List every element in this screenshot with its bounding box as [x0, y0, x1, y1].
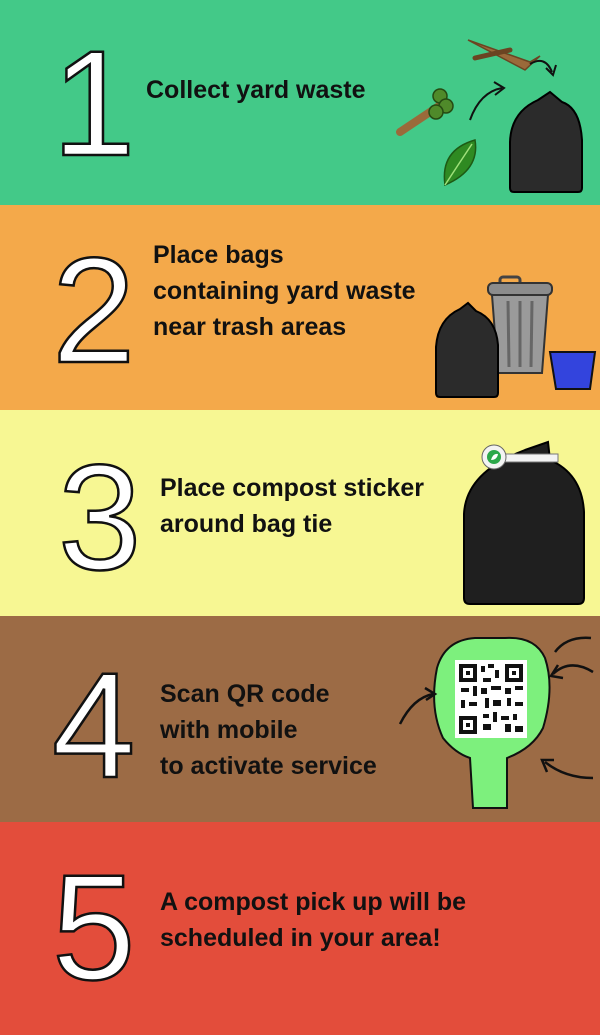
qr-code-icon — [455, 660, 527, 738]
arrow-icon — [544, 761, 594, 780]
arrow-icon — [552, 664, 594, 675]
trash-bag-icon — [435, 301, 499, 398]
trash-bag-icon — [463, 440, 585, 605]
step-number: 3 — [57, 433, 143, 601]
compost-sticker-icon — [481, 444, 559, 470]
bucket-icon — [548, 351, 597, 390]
branch-icon — [396, 88, 454, 136]
yard-waste-illustration — [396, 39, 583, 193]
trash-can-icon — [487, 275, 553, 374]
arrow-icon — [469, 87, 503, 121]
step-text: A compost pick up will be scheduled in y… — [160, 888, 467, 952]
step-number: 4 — [51, 641, 137, 809]
arrow-icon — [398, 692, 434, 725]
branch-icon — [467, 39, 541, 71]
qr-tag-illustration — [398, 636, 594, 809]
leaf-icon — [443, 139, 477, 187]
sticker-bag-illustration — [463, 440, 585, 605]
step-3-panel: 3 Place compost sticker around bag tie — [0, 410, 600, 616]
step-1-panel: 1 Collect yard waste — [0, 0, 600, 205]
step-number: 2 — [51, 226, 137, 394]
step-2-panel: 2 Place bags containing yard waste near … — [0, 205, 600, 410]
step-text: Collect yard waste — [146, 76, 366, 104]
step-text: Place compost sticker around bag tie — [160, 474, 425, 538]
step-5-panel: 5 A compost pick up will be scheduled in… — [0, 822, 600, 1035]
arrow-icon — [554, 636, 592, 653]
trash-area-illustration — [435, 275, 597, 398]
arrow-icon — [529, 59, 553, 73]
step-text: Place bags containing yard waste near tr… — [153, 241, 416, 341]
trash-bag-icon — [509, 90, 583, 193]
step-number: 5 — [51, 843, 137, 1011]
step-4-panel: 4 Scan QR code with mobile to activate s… — [0, 616, 600, 822]
step-text: Scan QR code with mobile to activate ser… — [160, 680, 377, 780]
step-number: 1 — [51, 19, 137, 187]
